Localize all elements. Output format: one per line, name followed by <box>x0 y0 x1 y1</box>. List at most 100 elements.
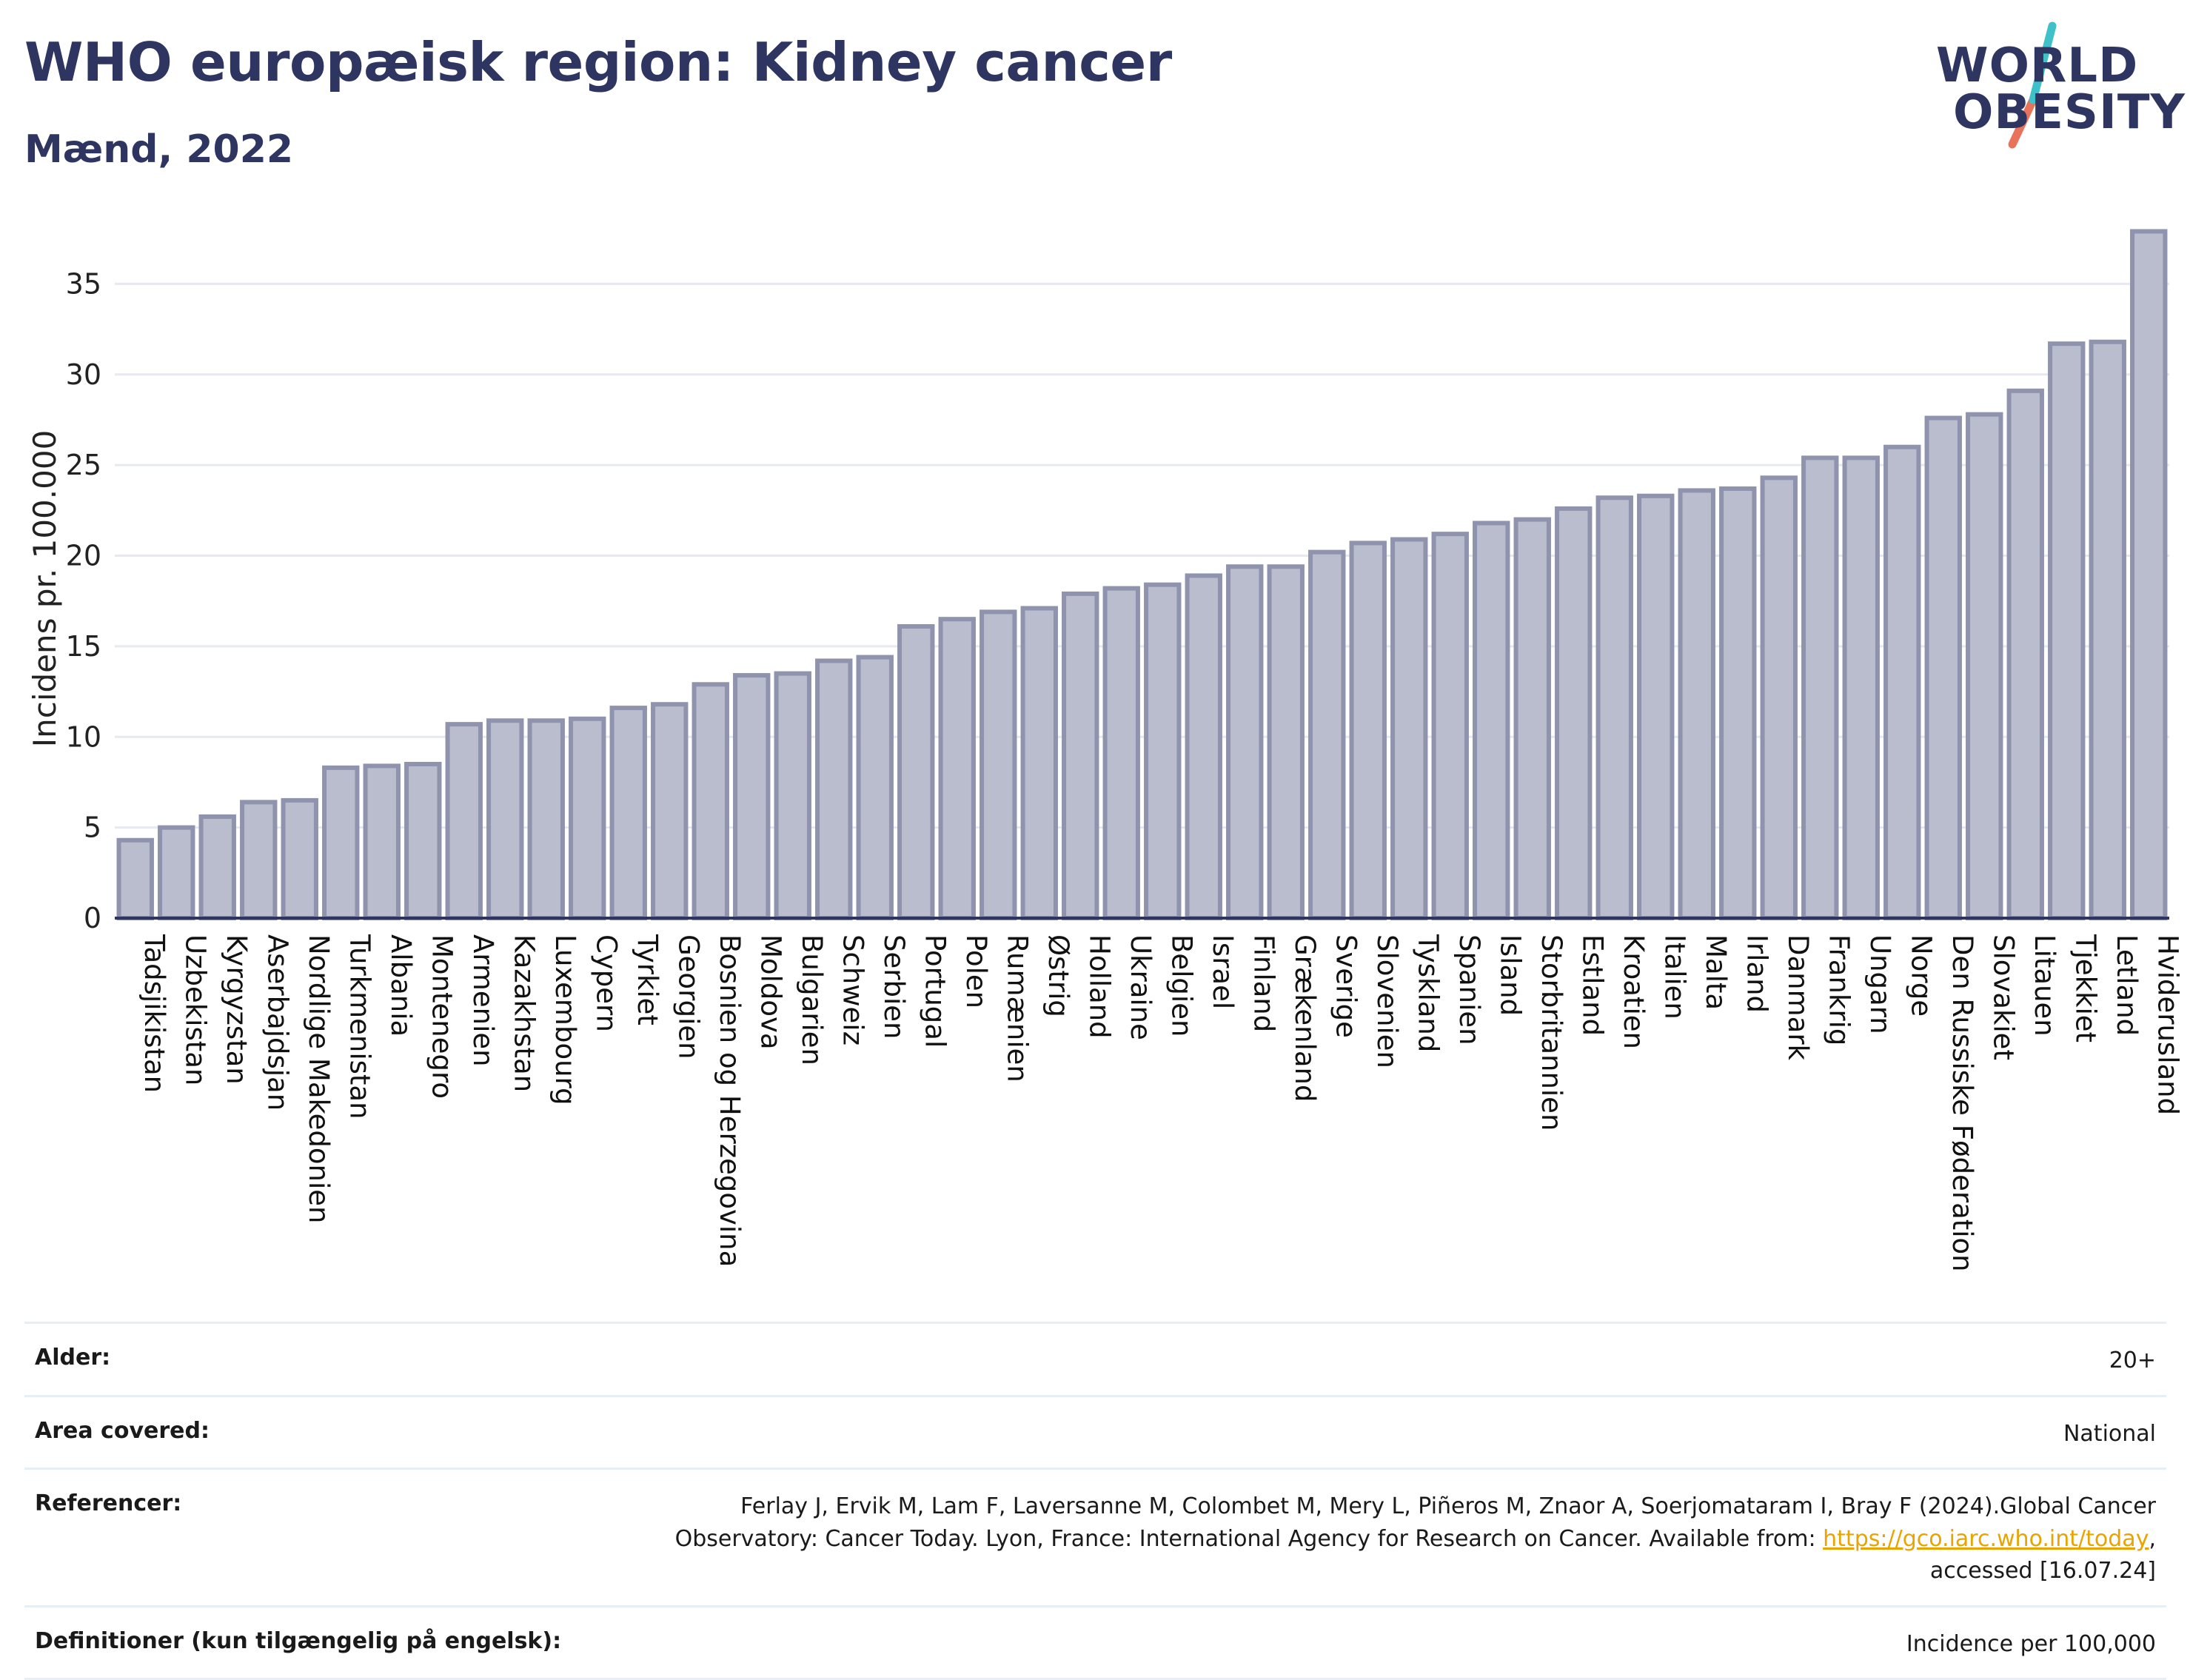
x-tick-label: Kazakhstan <box>508 934 540 1092</box>
x-tick-label: Bulgarien <box>796 934 828 1065</box>
age-value: 20+ <box>2109 1345 2156 1377</box>
bar <box>1310 552 1343 918</box>
y-tick-label: 0 <box>84 902 101 934</box>
x-tick-label: Tyskland <box>1412 934 1444 1052</box>
y-tick-label: 10 <box>66 720 101 753</box>
x-tick-label: Litauen <box>2029 934 2060 1037</box>
bar <box>324 768 357 918</box>
metadata-table: Alder: 20+ Area covered: National Refere… <box>24 1322 2166 1680</box>
bar <box>1064 594 1096 918</box>
bars <box>119 231 2166 918</box>
x-tick-label: Tyrkiet <box>632 934 663 1025</box>
reference-text-4: accessed [16.07.24] <box>1930 1558 2156 1584</box>
x-tick-label: Kroatien <box>1618 934 1650 1049</box>
x-tick-label: Ukraine <box>1125 934 1156 1040</box>
bar <box>1475 523 1507 918</box>
bar <box>1639 496 1672 918</box>
bar <box>817 660 850 918</box>
reference-text-1: Ferlay J, Ervik M, Lam F, Laversanne M, … <box>740 1493 2156 1519</box>
bar <box>2092 342 2124 918</box>
bar <box>941 619 974 918</box>
bar <box>859 657 891 918</box>
bar <box>2132 231 2165 918</box>
x-tick-label: Armenien <box>467 934 499 1067</box>
x-tick-label: Island <box>1494 934 1526 1016</box>
x-tick-label: Danmark <box>1782 934 1814 1061</box>
world-obesity-logo: WORLD OBESITY <box>1925 19 2177 159</box>
x-tick-label: Østrig <box>1042 934 1074 1017</box>
bar <box>448 724 480 918</box>
bar <box>2009 391 2042 918</box>
x-tick-label: Serbien <box>878 934 910 1039</box>
bar <box>1557 509 1590 918</box>
bar <box>1434 534 1467 918</box>
page-subtitle: Mænd, 2022 <box>24 127 293 172</box>
references-label: Referencer: <box>35 1490 181 1516</box>
reference-text-3: , <box>2149 1526 2156 1552</box>
bar <box>284 800 316 918</box>
bar <box>530 720 563 918</box>
logo-text-world: WORLD <box>1936 42 2138 90</box>
x-tick-label: Finland <box>1248 934 1279 1032</box>
meta-row-area: Area covered: National <box>24 1395 2166 1468</box>
bar <box>1804 458 1836 918</box>
x-tick-label: Slovakiet <box>1987 934 2019 1060</box>
y-tick-label: 15 <box>66 630 101 663</box>
bar <box>160 828 192 918</box>
area-value: National <box>2063 1418 2156 1450</box>
x-tick-label: Grækenland <box>1289 934 1321 1102</box>
x-tick-label: Storbritannien <box>1536 934 1567 1131</box>
x-tick-label: Polen <box>960 934 992 1008</box>
x-tick-label: Portugal <box>919 934 951 1048</box>
bar <box>489 720 521 918</box>
x-tick-label: Spanien <box>1453 934 1485 1045</box>
y-tick-label: 5 <box>84 811 101 844</box>
bar <box>1352 543 1384 918</box>
meta-row-age: Alder: 20+ <box>24 1322 2166 1395</box>
x-tick-label: Estland <box>1576 934 1608 1036</box>
x-tick-label: Schweiz <box>837 934 868 1045</box>
x-tick-label: Den Russiske Føderation <box>1946 934 1978 1272</box>
x-tick-label: Italien <box>1658 934 1690 1020</box>
references-value: Ferlay J, Ervik M, Lam F, Laversanne M, … <box>675 1490 2156 1587</box>
x-tick-label: Israel <box>1207 934 1239 1009</box>
bar <box>366 766 398 918</box>
x-tick-label: Slovenien <box>1371 934 1403 1068</box>
bar <box>1270 566 1302 918</box>
bar <box>1598 498 1631 918</box>
bar <box>1681 490 1713 918</box>
bar <box>1763 478 1795 918</box>
reference-link[interactable]: https://gco.iarc.who.int/today <box>1823 1526 2149 1552</box>
x-tick-label: Albania <box>385 934 417 1037</box>
x-tick-label: Rumænien <box>1001 934 1033 1082</box>
bar <box>2050 344 2083 918</box>
x-tick-label: Georgien <box>672 934 704 1060</box>
age-label: Alder: <box>35 1345 110 1371</box>
x-tick-label: Irland <box>1741 934 1772 1013</box>
bar <box>1968 415 2000 918</box>
page-title: WHO europæisk region: Kidney cancer <box>24 31 1172 93</box>
bar <box>1516 520 1549 918</box>
bar <box>982 612 1014 918</box>
bar <box>1146 585 1179 918</box>
reference-text-2: Observatory: Cancer Today. Lyon, France:… <box>675 1526 1824 1552</box>
x-tick-label: Malta <box>1700 934 1732 1010</box>
x-tick-label: Aserbajdsjan <box>261 934 293 1111</box>
y-tick-label: 30 <box>66 358 101 391</box>
bar <box>694 684 727 918</box>
definitions-value: Incidence per 100,000 <box>1906 1628 2156 1661</box>
x-tick-label: Frankrig <box>1823 934 1855 1045</box>
bar <box>1188 575 1220 918</box>
bar <box>1845 458 1878 918</box>
bar <box>1886 447 1918 918</box>
bar <box>612 708 645 918</box>
x-tick-label: Holland <box>1083 934 1115 1039</box>
x-tick-label: Sverige <box>1330 934 1362 1038</box>
x-tick-label: Norge <box>1905 934 1937 1017</box>
x-tick-label: Tjekkiet <box>2069 934 2101 1043</box>
bar <box>1393 540 1425 919</box>
definitions-label: Definitioner (kun tilgængelig på engelsk… <box>35 1628 561 1654</box>
meta-row-definitions: Definitioner (kun tilgængelig på engelsk… <box>24 1605 2166 1680</box>
